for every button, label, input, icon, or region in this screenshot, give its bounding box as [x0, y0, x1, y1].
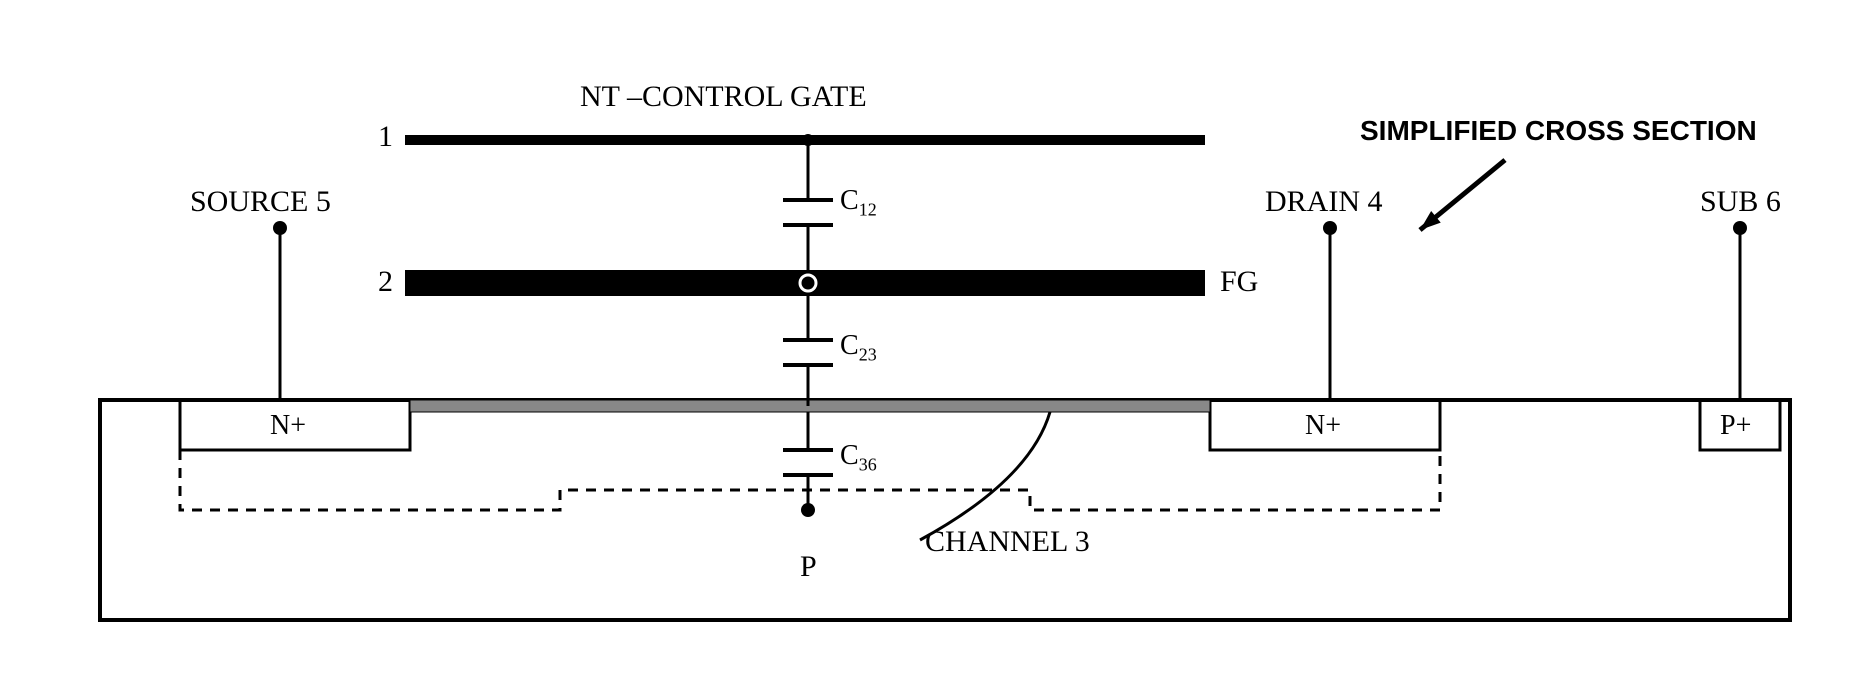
p-label: P: [800, 550, 817, 584]
channel-label: CHANNEL 3: [925, 525, 1090, 559]
source-nplus: N+: [270, 410, 306, 442]
drain-label: DRAIN 4: [1265, 185, 1383, 219]
sub-pplus: P+: [1720, 410, 1751, 442]
drain-nplus: N+: [1305, 410, 1341, 442]
source-label: SOURCE 5: [190, 185, 331, 219]
sub-label: SUB 6: [1700, 185, 1781, 219]
header-label: SIMPLIFIED CROSS SECTION: [1360, 115, 1757, 147]
control-gate-title: NT –CONTROL GATE: [580, 80, 867, 114]
transistor-cross-section-diagram: NT –CONTROL GATE SIMPLIFIED CROSS SECTIO…: [20, 20, 1851, 677]
num-one: 1: [378, 120, 393, 154]
num-two: 2: [378, 265, 393, 299]
fg-label: FG: [1220, 265, 1258, 299]
c12-label: C12: [840, 185, 877, 221]
c23-label: C23: [840, 330, 877, 366]
c36-label: C36: [840, 440, 877, 476]
